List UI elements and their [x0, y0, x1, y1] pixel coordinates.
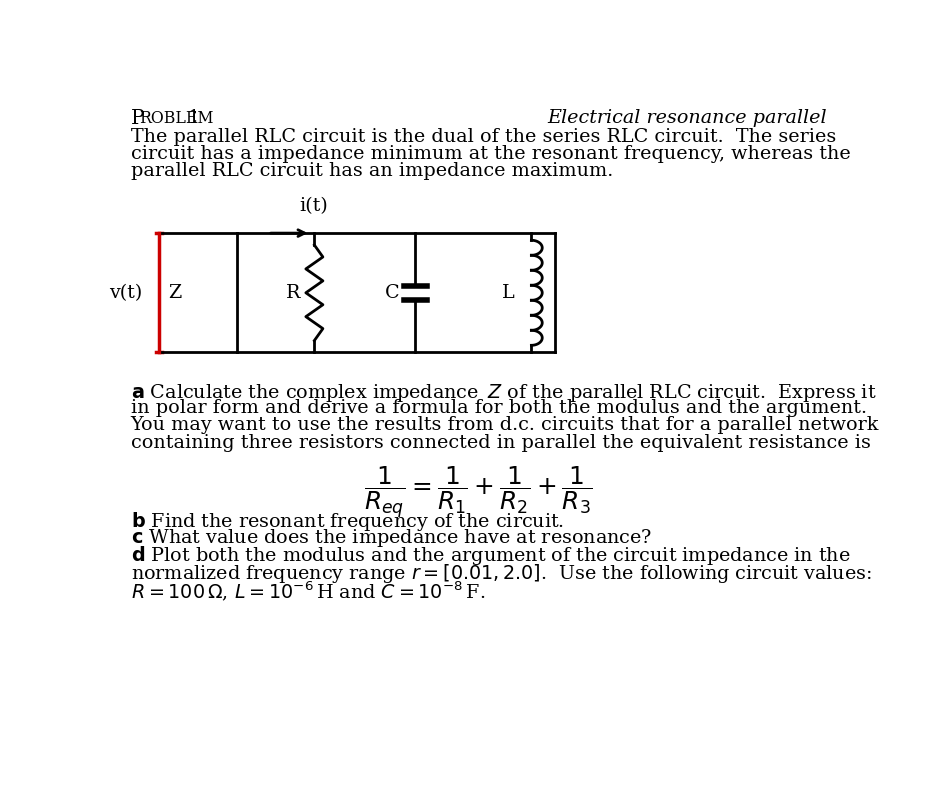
- Text: R: R: [286, 283, 301, 302]
- Text: i(t): i(t): [299, 197, 328, 214]
- Text: v(t): v(t): [109, 283, 142, 302]
- Text: $R = 100\,\Omega$, $L = 10^{-6}\,$H and $C = 10^{-8}\,$F.: $R = 100\,\Omega$, $L = 10^{-6}\,$H and …: [131, 579, 485, 603]
- Text: normalized frequency range $r = [0.01, 2.0]$.  Use the following circuit values:: normalized frequency range $r = [0.01, 2…: [131, 561, 871, 584]
- Text: Z: Z: [169, 283, 182, 302]
- Text: containing three resistors connected in parallel the equivalent resistance is: containing three resistors connected in …: [131, 434, 870, 452]
- Text: $\mathbf{b}$ Find the resonant frequency of the circuit.: $\mathbf{b}$ Find the resonant frequency…: [131, 510, 564, 533]
- Text: C: C: [385, 283, 400, 302]
- Text: $\mathbf{d}$ Plot both the modulus and the argument of the circuit impedance in : $\mathbf{d}$ Plot both the modulus and t…: [131, 544, 850, 567]
- Text: 1: 1: [188, 109, 199, 127]
- Text: circuit has a impedance minimum at the resonant frequency, whereas the: circuit has a impedance minimum at the r…: [131, 145, 851, 163]
- Text: $\dfrac{1}{R_{eq}} = \dfrac{1}{R_1} + \dfrac{1}{R_2} + \dfrac{1}{R_3}$: $\dfrac{1}{R_{eq}} = \dfrac{1}{R_1} + \d…: [364, 464, 593, 522]
- Text: in polar form and derive a formula for both the modulus and the argument.: in polar form and derive a formula for b…: [131, 399, 867, 417]
- Text: The parallel RLC circuit is the dual of the series RLC circuit.  The series: The parallel RLC circuit is the dual of …: [131, 128, 836, 145]
- Text: ROBLEM: ROBLEM: [139, 110, 214, 127]
- Text: Electrical resonance parallel: Electrical resonance parallel: [547, 109, 827, 127]
- Text: $\mathbf{c}$ What value does the impedance have at resonance?: $\mathbf{c}$ What value does the impedan…: [131, 527, 652, 549]
- Text: L: L: [502, 283, 515, 302]
- Text: You may want to use the results from d.c. circuits that for a parallel network: You may want to use the results from d.c…: [131, 416, 879, 434]
- Text: $\mathbf{a}$ Calculate the complex impedance  $Z$ of the parallel RLC circuit.  : $\mathbf{a}$ Calculate the complex imped…: [131, 382, 876, 403]
- Text: P: P: [131, 109, 145, 128]
- Text: parallel RLC circuit has an impedance maximum.: parallel RLC circuit has an impedance ma…: [131, 162, 613, 180]
